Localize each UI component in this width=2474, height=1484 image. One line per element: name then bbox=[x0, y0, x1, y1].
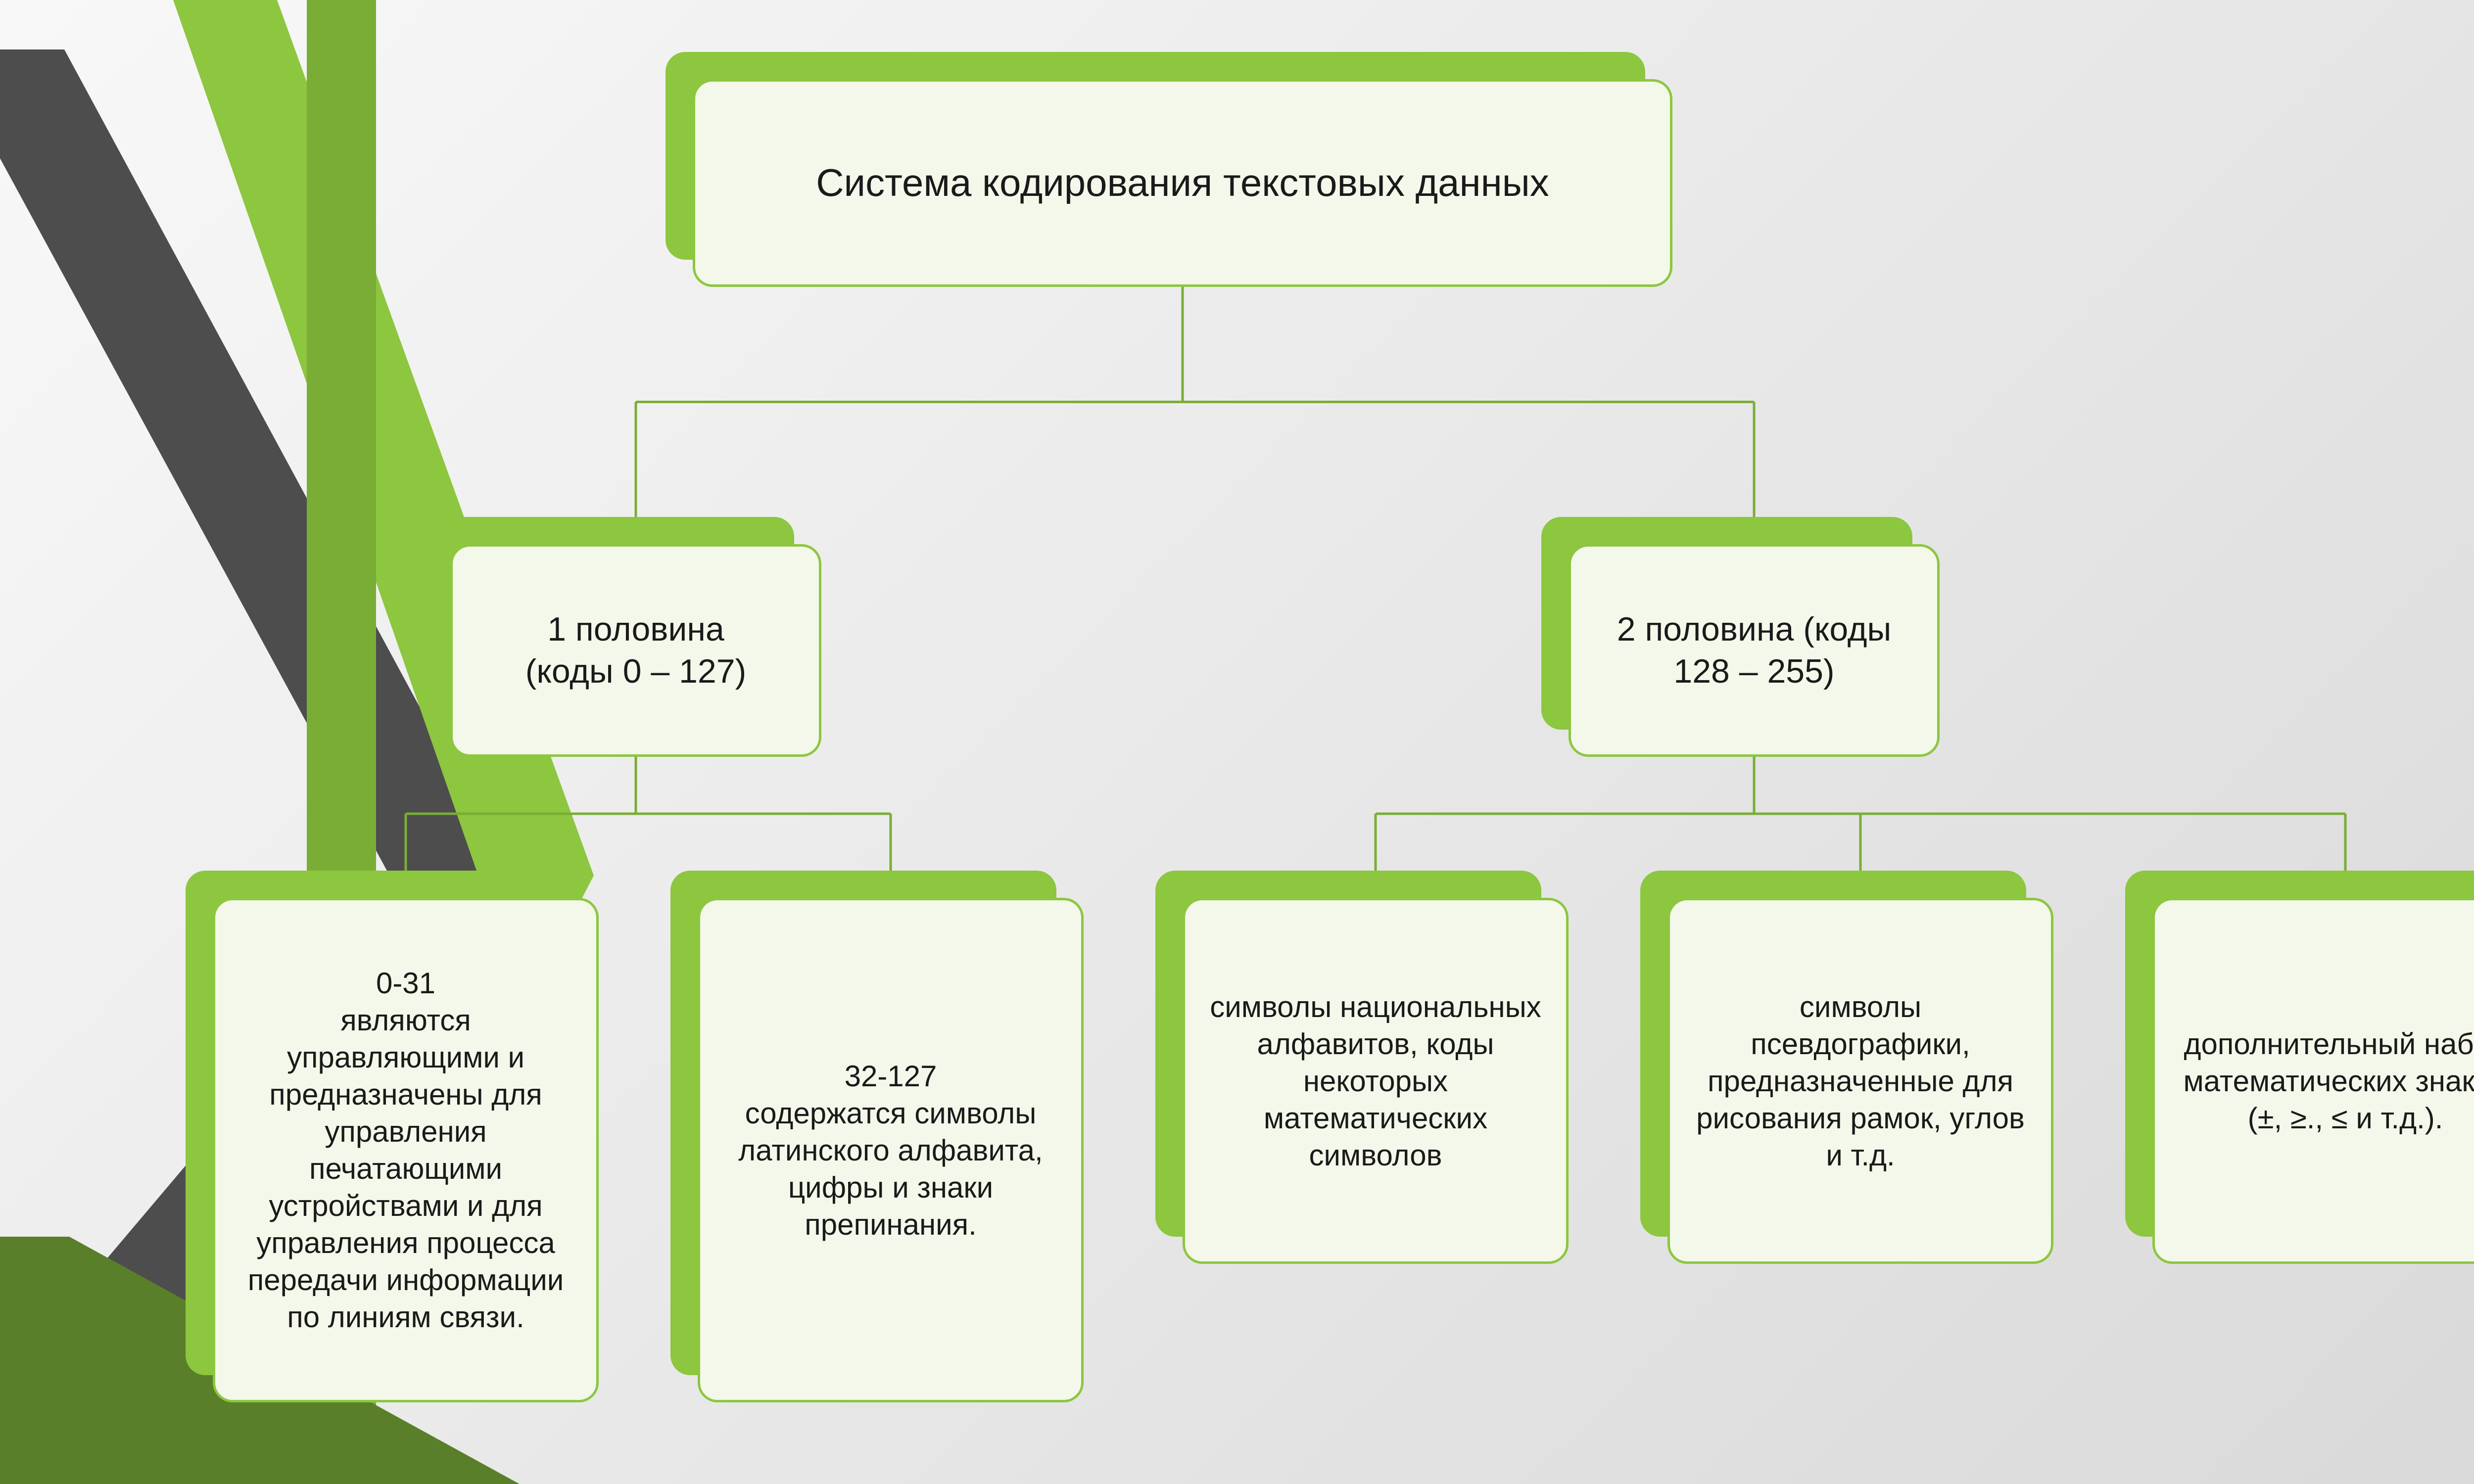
node-leaf2-line-0: 32-127 bbox=[845, 1058, 937, 1095]
node-half2: 2 половина (коды 128 – 255) bbox=[1569, 544, 1940, 757]
node-half1: 1 половина (коды 0 – 127) bbox=[450, 544, 821, 757]
node-leaf1-front: 0-31 являются управляющими и предназначе… bbox=[213, 898, 599, 1402]
node-root-line-0: Система кодирования текстовых данных bbox=[816, 159, 1549, 207]
node-leaf5-line-0: дополнительный набор математических знак… bbox=[2180, 1025, 2474, 1137]
node-leaf1-line-1: являются управляющими и предназначены дл… bbox=[240, 1002, 571, 1336]
node-root: Система кодирования текстовых данных bbox=[693, 79, 1672, 287]
node-leaf1: 0-31 являются управляющими и предназначе… bbox=[213, 898, 599, 1402]
node-leaf3: символы национальных алфавитов, коды нек… bbox=[1183, 898, 1569, 1264]
node-leaf2: 32-127 содержатся символы латинского алф… bbox=[698, 898, 1084, 1402]
node-leaf5-front: дополнительный набор математических знак… bbox=[2152, 898, 2474, 1264]
node-half1-line-1: (коды 0 – 127) bbox=[525, 650, 746, 693]
node-leaf4-front: символы псевдографики, предназначенные д… bbox=[1667, 898, 2053, 1264]
node-leaf4: символы псевдографики, предназначенные д… bbox=[1667, 898, 2053, 1264]
node-leaf3-front: символы национальных алфавитов, коды нек… bbox=[1183, 898, 1569, 1264]
node-half1-line-0: 1 половина bbox=[547, 608, 724, 650]
node-leaf4-line-0: символы псевдографики, предназначенные д… bbox=[1695, 988, 2026, 1174]
node-half2-front: 2 половина (коды 128 – 255) bbox=[1569, 544, 1940, 757]
node-leaf5: дополнительный набор математических знак… bbox=[2152, 898, 2474, 1264]
node-half1-front: 1 половина (коды 0 – 127) bbox=[450, 544, 821, 757]
node-leaf2-line-1: содержатся символы латинского алфавита, … bbox=[725, 1095, 1056, 1243]
node-leaf1-line-0: 0-31 bbox=[376, 965, 435, 1002]
node-leaf2-front: 32-127 содержатся символы латинского алф… bbox=[698, 898, 1084, 1402]
node-leaf3-line-0: символы национальных алфавитов, коды нек… bbox=[1210, 988, 1541, 1174]
diagram-stage: Система кодирования текстовых данных 1 п… bbox=[0, 0, 2474, 1484]
node-half2-line-0: 2 половина (коды 128 – 255) bbox=[1596, 608, 1912, 693]
node-root-front: Система кодирования текстовых данных bbox=[693, 79, 1672, 287]
